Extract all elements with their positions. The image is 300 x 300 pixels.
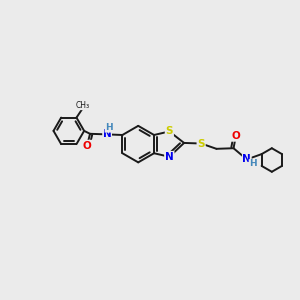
- Text: N: N: [242, 154, 251, 164]
- Text: H: H: [105, 123, 112, 132]
- Text: O: O: [83, 141, 92, 151]
- Text: N: N: [165, 152, 174, 162]
- Text: S: S: [197, 139, 205, 148]
- Text: CH₃: CH₃: [75, 101, 89, 110]
- Text: S: S: [166, 126, 173, 136]
- Text: O: O: [232, 131, 240, 141]
- Text: N: N: [103, 129, 112, 140]
- Text: H: H: [249, 159, 256, 168]
